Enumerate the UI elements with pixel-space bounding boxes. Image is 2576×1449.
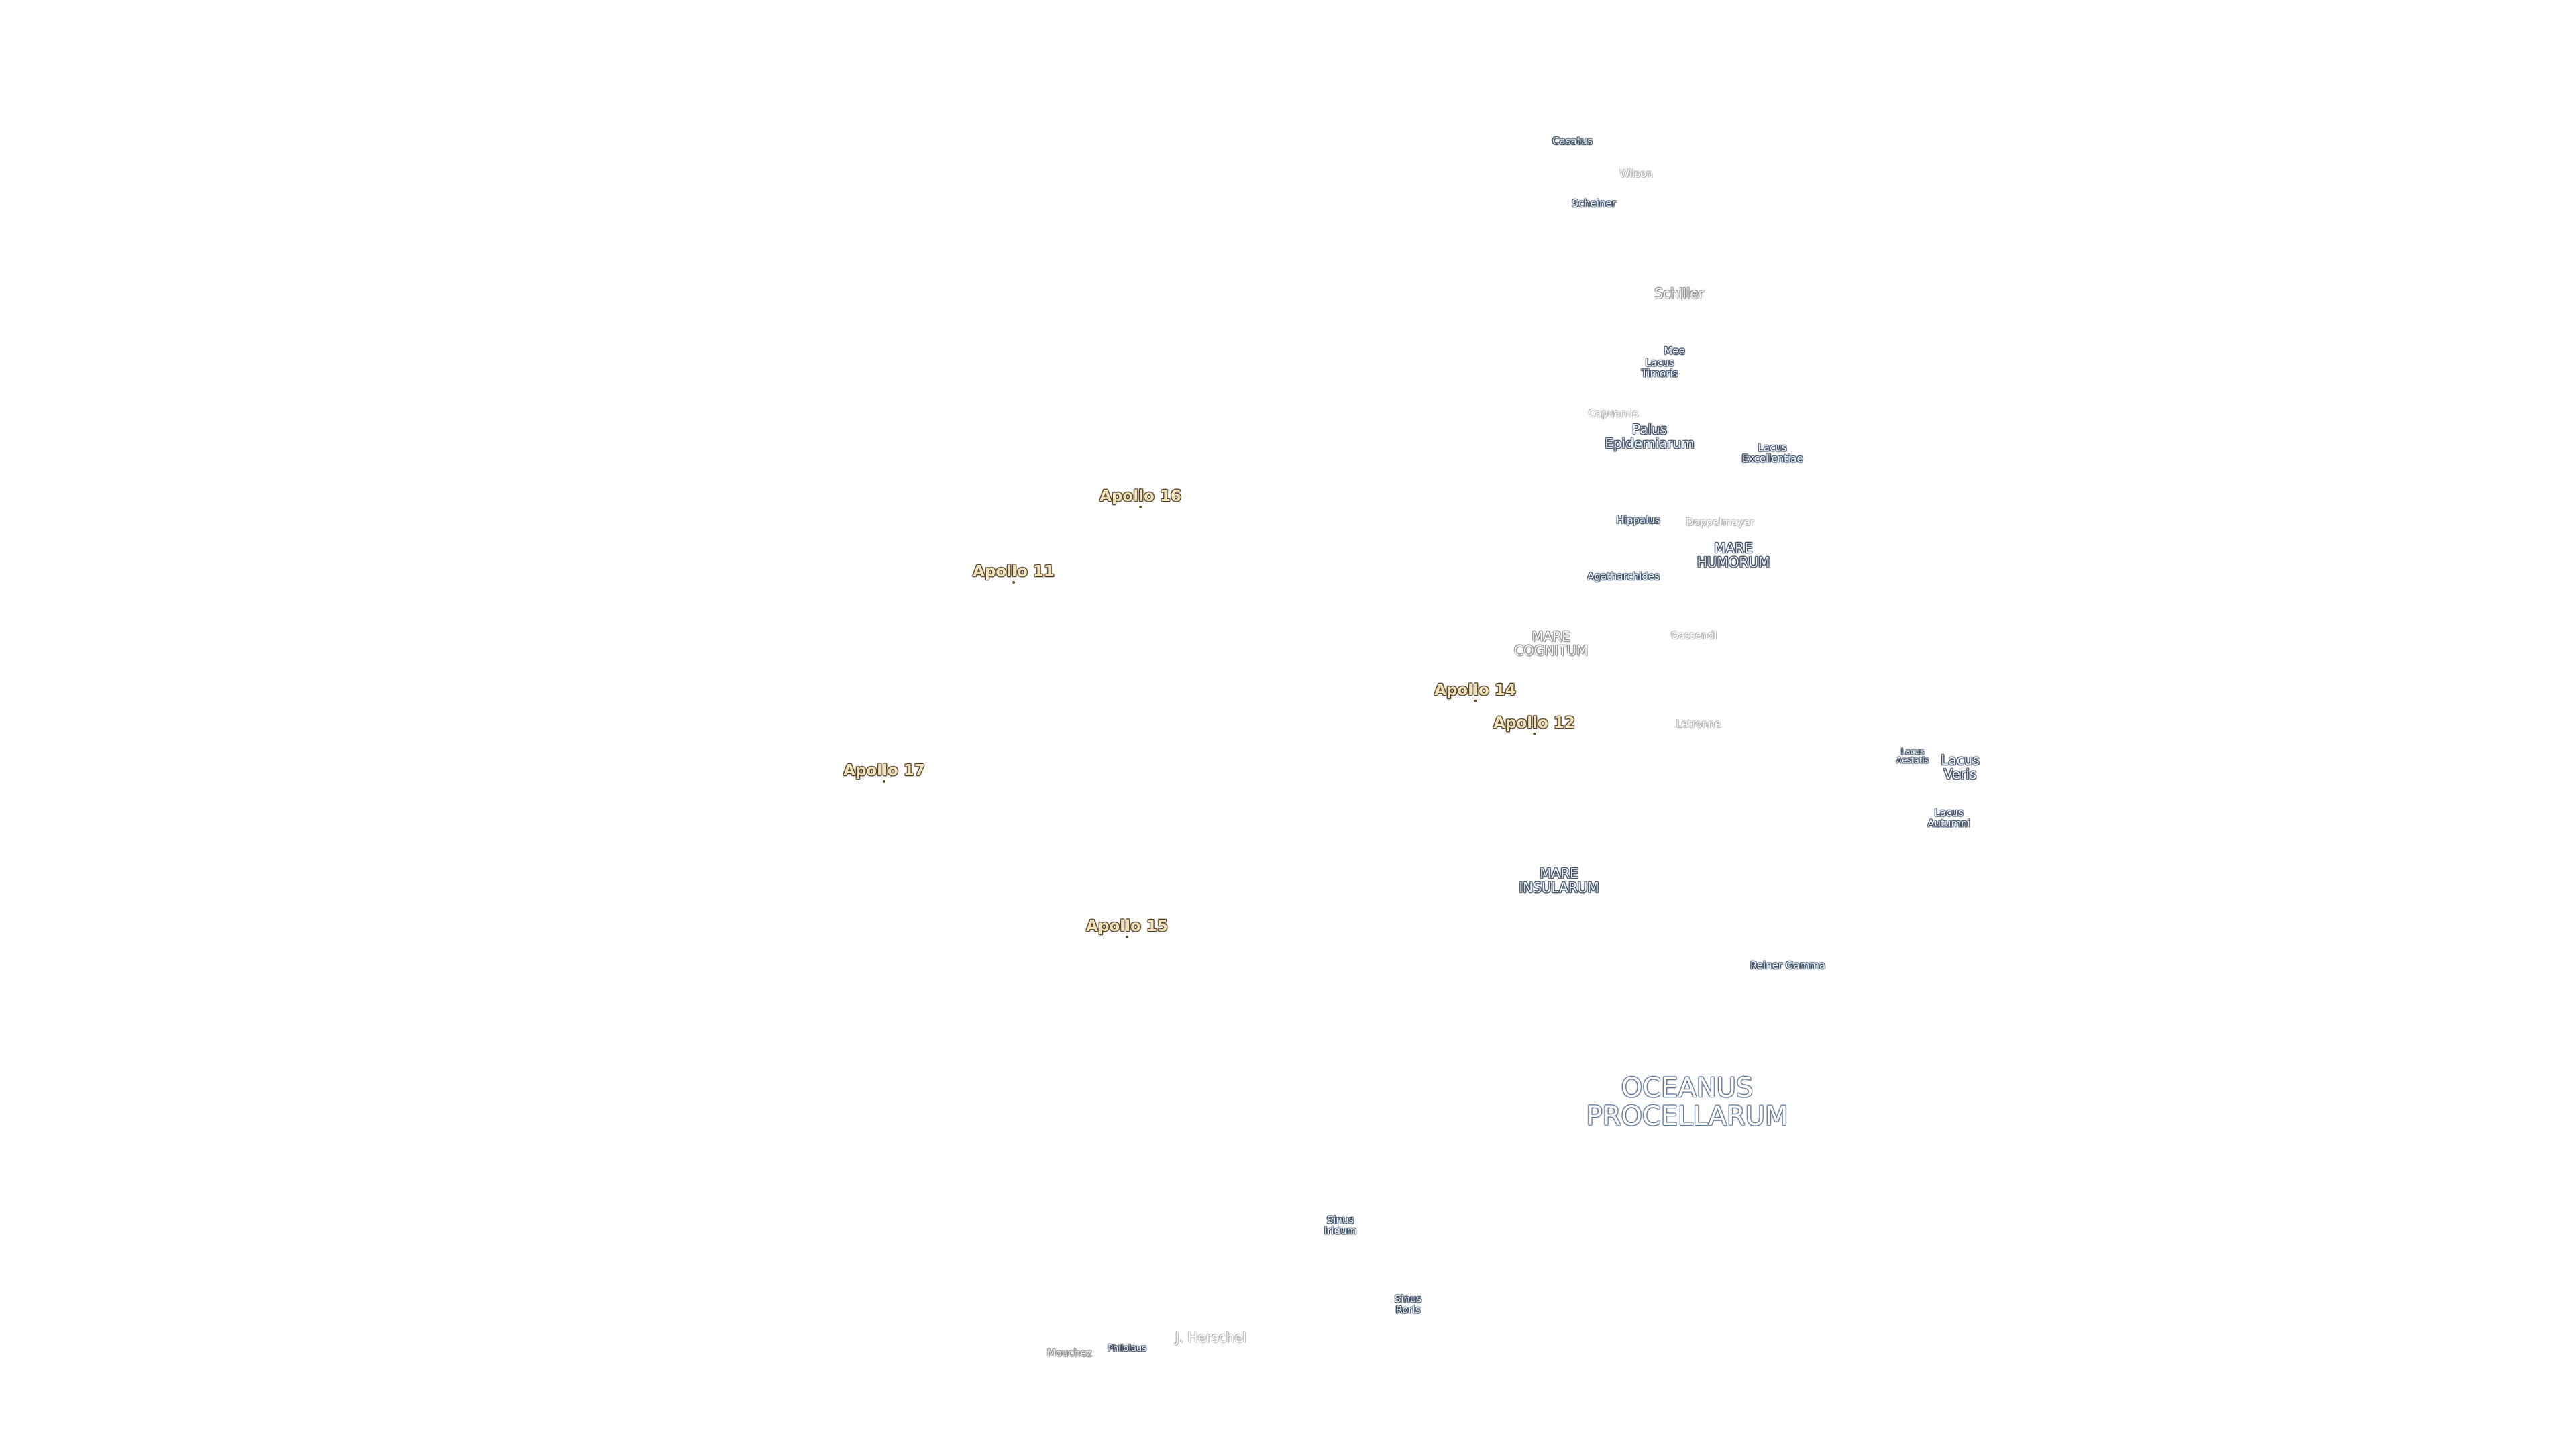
landing-site: Apollo 17 [843,761,925,784]
crater-label: Letronne [1676,718,1721,731]
crater-label: Capuanus [1588,407,1639,420]
mare-label: MARE HUMORUM [1697,540,1770,570]
crater-label: Hippalus [1616,514,1660,527]
crater-label: J. Herschel [1175,1329,1247,1346]
crater-label: Schiller [1654,285,1704,302]
lake-label: Lacus Aestatis [1896,747,1929,765]
crater-label: Doppelmayer [1686,516,1754,529]
crater-label: Mee [1664,345,1685,358]
landing-site: Apollo 14 [1434,681,1516,703]
landing-site: Apollo 11 [973,562,1055,584]
landing-site: Apollo 16 [1099,487,1181,509]
landing-site: Apollo 12 [1493,714,1575,736]
ocean-label: OCEANUS PROCELLARUM [1586,1073,1788,1132]
feature-label: Reiner Gamma [1750,959,1826,972]
mare-label: MARE INSULARUM [1519,865,1599,896]
crater-label: Agatharchides [1587,570,1660,583]
mare-label: MARE COGNITUM [1513,629,1589,659]
crater-label: Casatus [1552,135,1593,148]
crater-label: Philolaus [1108,1344,1146,1354]
lake-label: Lacus Autumni [1927,806,1970,829]
bay-label: Sinus Iridum [1324,1214,1357,1236]
crater-label: Scheiner [1572,197,1616,210]
crater-label: Wilson [1619,168,1653,180]
lake-label: Lacus Veris [1941,752,1980,782]
marsh-label: Palus Epidemiarum [1605,421,1695,451]
lake-label: Lacus Timoris [1641,356,1678,379]
landing-site: Apollo 15 [1086,917,1168,939]
lake-label: Lacus Excellentiae [1741,441,1803,464]
crater-label: Gassendi [1670,629,1717,642]
crater-label: Mouchez [1046,1347,1092,1360]
bay-label: Sinus Roris [1394,1293,1422,1316]
